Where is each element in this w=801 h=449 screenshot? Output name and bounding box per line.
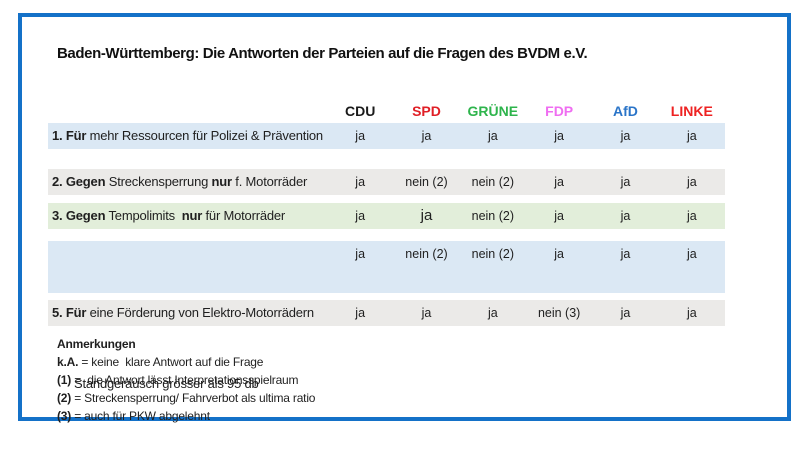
footnotes-block: Anmerkungen k.A. = keine klare Antwort a…	[57, 335, 315, 425]
answer-cell: ja	[487, 306, 498, 320]
party-header-afd: AfD	[613, 103, 638, 119]
footnote-3: (3) = auch für PKW abgelehnt	[57, 409, 210, 423]
party-header-linke: LINKE	[670, 103, 713, 119]
document-frame: Baden-Württemberg: Die Antworten der Par…	[18, 13, 791, 423]
answer-cell: ja	[355, 247, 366, 261]
footnotes-header: Anmerkungen	[57, 337, 136, 351]
answer-cell: ja	[686, 209, 697, 223]
answer-cell: ja	[554, 247, 565, 261]
answer-cell: ja	[554, 175, 565, 189]
page-title: Baden-Württemberg: Die Antworten der Par…	[57, 45, 588, 62]
answer-cell: ja	[355, 175, 366, 189]
answer-cell: nein (2)	[471, 175, 515, 189]
answer-cell: ja	[686, 129, 697, 143]
answer-cell: ja	[355, 209, 366, 223]
answer-cell: ja	[686, 247, 697, 261]
answer-cell: ja	[420, 207, 433, 224]
answer-cell: ja	[355, 129, 366, 143]
footnote-1: (1) = die Antwort lässt Interpretationss…	[57, 373, 299, 387]
answer-cell: ja	[620, 175, 631, 189]
footnote-ka: k.A. = keine klare Antwort auf die Frage	[57, 355, 264, 369]
table-row-4: 4. Gegen Motorrad-Fahrverbot wenn Standg…	[48, 241, 725, 391]
table-row-5: 5. Für eine Förderung von Elektro-Motorr…	[48, 300, 725, 326]
party-header-gruene: GRÜNE	[467, 103, 519, 119]
answer-cell: nein (2)	[471, 209, 515, 223]
answer-cell: ja	[620, 129, 631, 143]
answer-cell: ja	[487, 129, 498, 143]
party-header-spd: SPD	[412, 103, 441, 119]
answer-cell: ja	[620, 306, 631, 320]
party-header-fdp: FDP	[545, 103, 574, 119]
answer-cell: ja	[554, 129, 565, 143]
question-text-2: 2. Gegen Streckensperrung nur f. Motorrä…	[52, 174, 308, 189]
answer-cell: ja	[554, 209, 565, 223]
answer-cell: ja	[686, 306, 697, 320]
answer-cell: ja	[620, 247, 631, 261]
question-text-4-line2: Standgeräusch grösser als 95 db	[74, 376, 259, 391]
table-row-1: 1. Für mehr Ressourcen für Polizei & Prä…	[48, 123, 725, 149]
party-header-cdu: CDU	[344, 103, 376, 119]
answer-cell: ja	[421, 129, 432, 143]
answer-cell: nein (3)	[537, 306, 581, 320]
answer-cell: ja	[355, 306, 366, 320]
party-header-row: CDU SPD GRÜNE FDP AfD LINKE	[48, 101, 725, 121]
table-row-2: 2. Gegen Streckensperrung nur f. Motorrä…	[48, 169, 725, 195]
question-text-5: 5. Für eine Förderung von Elektro-Motorr…	[52, 305, 314, 320]
question-text-1: 1. Für mehr Ressourcen für Polizei & Prä…	[52, 128, 323, 143]
answer-cell: nein (2)	[405, 175, 448, 189]
question-text-3: 3. Gegen Tempolimits nur für Motorräder	[52, 208, 286, 223]
footnote-2: (2) = Streckensperrung/ Fahrverbot als u…	[57, 391, 316, 405]
answer-cell: ja	[686, 175, 697, 189]
answer-cell: ja	[620, 209, 631, 223]
table-row-3: 3. Gegen Tempolimits nur für Motorräder …	[48, 203, 725, 229]
answer-cell: ja	[421, 306, 432, 320]
answer-cell: nein (2)	[471, 247, 515, 261]
answer-cell: nein (2)	[405, 247, 448, 261]
